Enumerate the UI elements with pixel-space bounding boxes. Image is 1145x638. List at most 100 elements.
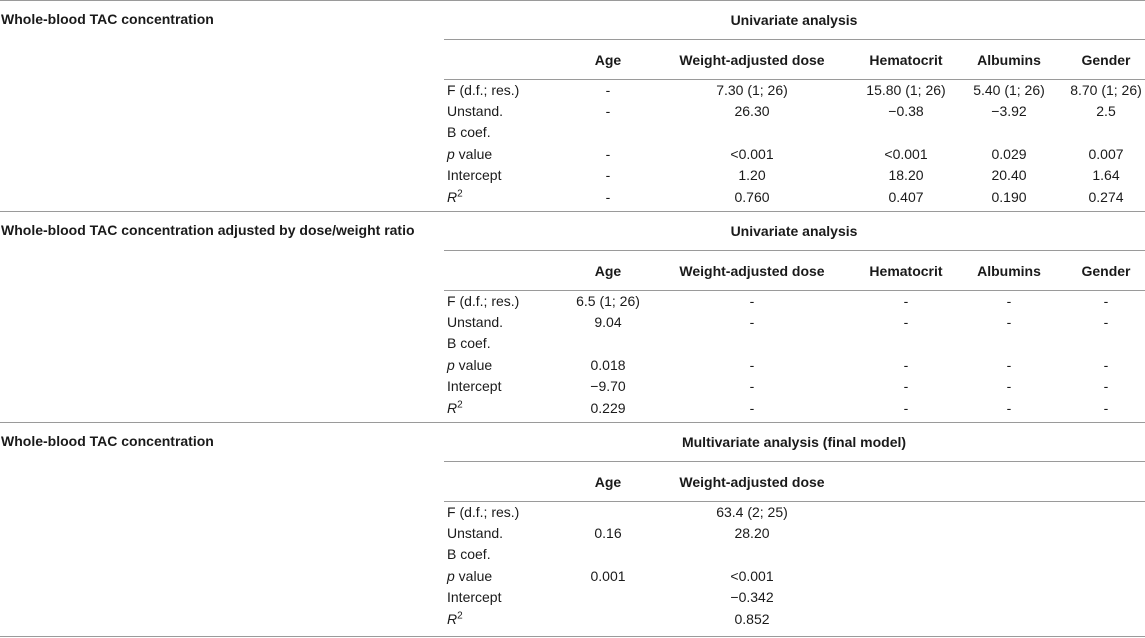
row-label-text: F (d.f.; res.) xyxy=(447,293,520,309)
column-header: Weight-adjusted dose xyxy=(679,263,825,279)
table-cell: −9.70 xyxy=(590,378,626,394)
table-cell: - xyxy=(1006,357,1012,373)
table-cell: −3.92 xyxy=(991,103,1027,119)
row-label-superscript: 2 xyxy=(457,610,463,622)
row-label: F (d.f.; res.) xyxy=(447,293,519,309)
table-cell: - xyxy=(1103,314,1109,330)
row-label-text: p xyxy=(447,357,455,373)
section-title: Whole-blood TAC concentration adjusted b… xyxy=(1,222,415,238)
table-cell: 1.64 xyxy=(1092,167,1120,183)
row-label-text: Unstand. xyxy=(447,103,504,119)
row-label-text: F (d.f.; res.) xyxy=(447,504,520,520)
row-label: R2 xyxy=(447,400,463,416)
row-label: Intercept xyxy=(447,167,501,183)
table-cell: 0.190 xyxy=(991,189,1027,205)
table-cell: 0.16 xyxy=(594,525,622,541)
table-cell: - xyxy=(1006,378,1012,394)
table-cell: 0.852 xyxy=(734,611,770,627)
table-cell: 0.029 xyxy=(991,146,1027,162)
column-header: Age xyxy=(594,474,622,490)
column-header: Age xyxy=(594,263,622,279)
row-label-suffix: value xyxy=(454,146,493,162)
row-label-text: Intercept xyxy=(447,167,502,183)
table-cell: - xyxy=(1103,378,1109,394)
table-cell: <0.001 xyxy=(730,568,774,584)
table-cell: - xyxy=(605,82,611,98)
table-cell: - xyxy=(903,400,909,416)
column-header: Age xyxy=(594,52,622,68)
row-label: F (d.f.; res.) xyxy=(447,82,519,98)
table-cell: 26.30 xyxy=(734,103,770,119)
table-cell: - xyxy=(605,146,611,162)
row-label: Unstand. xyxy=(447,525,503,541)
table-cell: 2.5 xyxy=(1096,103,1116,119)
row-label-text: p xyxy=(447,146,455,162)
table-cell: 63.4 (2; 25) xyxy=(716,504,788,520)
row-label-line2: B coef. xyxy=(447,124,491,140)
table-cell: - xyxy=(605,189,611,205)
table-cell: - xyxy=(749,314,755,330)
section-title: Whole-blood TAC concentration xyxy=(1,433,214,449)
analysis-heading: Univariate analysis xyxy=(730,223,858,239)
table-cell: - xyxy=(903,314,909,330)
column-header: Albumins xyxy=(977,263,1041,279)
table-cell: 9.04 xyxy=(594,314,622,330)
row-label-superscript: 2 xyxy=(457,399,463,411)
row-label-line2: B coef. xyxy=(447,335,491,351)
table-cell: - xyxy=(1103,293,1109,309)
section-rule xyxy=(0,636,1145,637)
header-underline xyxy=(444,79,1145,80)
table-cell: - xyxy=(605,103,611,119)
table-cell: - xyxy=(1006,314,1012,330)
table-cell: - xyxy=(605,167,611,183)
table-cell: <0.001 xyxy=(884,146,928,162)
row-label-text: R xyxy=(447,611,458,627)
row-label-text: Unstand. xyxy=(447,314,504,330)
section-title: Whole-blood TAC concentration xyxy=(1,11,214,27)
table-cell: - xyxy=(1103,357,1109,373)
table-cell: - xyxy=(1006,293,1012,309)
row-label: R2 xyxy=(447,611,463,627)
table-cell: 0.001 xyxy=(590,568,626,584)
header-underline xyxy=(444,290,1145,291)
table-cell: <0.001 xyxy=(730,146,774,162)
analysis-heading: Multivariate analysis (final model) xyxy=(681,434,907,450)
row-label-text: R xyxy=(447,400,458,416)
table-cell: - xyxy=(749,378,755,394)
row-label: p value xyxy=(447,146,492,162)
analysis-heading: Univariate analysis xyxy=(730,12,858,28)
row-label-superscript: 2 xyxy=(457,188,463,200)
table-cell: - xyxy=(749,400,755,416)
table-cell: 0.407 xyxy=(888,189,924,205)
table-cell: - xyxy=(903,293,909,309)
table-cell: 1.20 xyxy=(738,167,766,183)
column-header: Hematocrit xyxy=(869,52,943,68)
row-label-text: Unstand. xyxy=(447,525,504,541)
table-cell: 7.30 (1; 26) xyxy=(716,82,788,98)
row-label: Intercept xyxy=(447,378,501,394)
column-header: Gender xyxy=(1081,52,1131,68)
table-cell: - xyxy=(903,378,909,394)
row-label: R2 xyxy=(447,189,463,205)
table-cell: 6.5 (1; 26) xyxy=(576,293,640,309)
section-rule xyxy=(0,211,1145,212)
top-rule xyxy=(0,0,1145,1)
section-rule xyxy=(0,422,1145,423)
table-cell: 15.80 (1; 26) xyxy=(866,82,946,98)
row-label: Unstand. xyxy=(447,314,503,330)
row-label: Intercept xyxy=(447,589,501,605)
row-label: p value xyxy=(447,357,492,373)
table-cell: 28.20 xyxy=(734,525,770,541)
table-cell: 8.70 (1; 26) xyxy=(1070,82,1142,98)
row-label-text: Intercept xyxy=(447,589,502,605)
row-label-text: R xyxy=(447,189,458,205)
table-cell: 18.20 xyxy=(888,167,924,183)
row-label-suffix: value xyxy=(454,568,493,584)
row-label-line2: B coef. xyxy=(447,546,491,562)
analysis-underline xyxy=(444,461,1145,462)
table-cell: 0.760 xyxy=(734,189,770,205)
column-header: Weight-adjusted dose xyxy=(679,474,825,490)
table-cell: - xyxy=(1103,400,1109,416)
table-cell: −0.342 xyxy=(730,589,774,605)
row-label-suffix: value xyxy=(454,357,493,373)
